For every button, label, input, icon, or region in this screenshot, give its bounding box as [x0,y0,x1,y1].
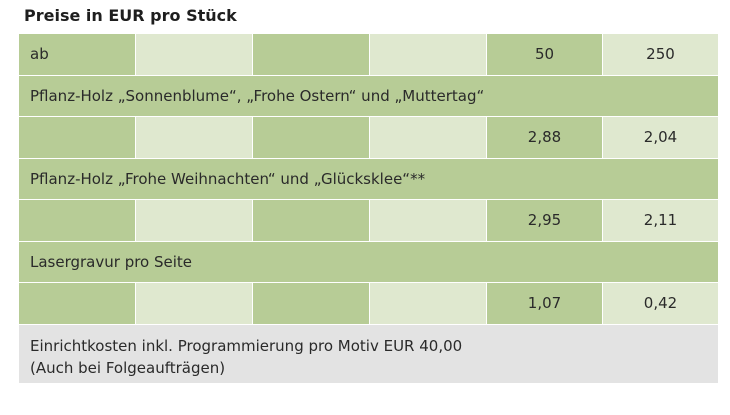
empty-cell [19,117,136,158]
quantity-250: 250 [603,34,718,75]
empty-cell [370,200,487,241]
setup-cost-line: Einrichtkosten inkl. Programmierung pro … [30,336,463,355]
empty-cell [136,200,253,241]
empty-cell [253,283,370,324]
empty-cell [136,34,253,75]
table-header-row: ab 50 250 [19,34,718,76]
section-label: Pflanz-Holz „Frohe Weihnachten“ und „Glü… [19,158,718,199]
section-label-row: Lasergravur pro Seite [19,241,718,283]
section-label: Lasergravur pro Seite [19,241,718,282]
price-50: 2,95 [487,200,603,241]
empty-cell [370,117,487,158]
header-label: ab [19,34,136,75]
empty-cell [253,117,370,158]
section-label: Pflanz-Holz „Sonnenblume“, „Frohe Ostern… [19,75,718,116]
follow-up-note: (Auch bei Folgeaufträgen) [30,358,226,377]
price-row: 1,07 0,42 [19,283,718,325]
empty-cell [19,200,136,241]
empty-cell [136,117,253,158]
setup-cost-note: Einrichtkosten inkl. Programmierung pro … [19,324,718,383]
section-label-row: Pflanz-Holz „Frohe Weihnachten“ und „Glü… [19,158,718,200]
section-label-row: Pflanz-Holz „Sonnenblume“, „Frohe Ostern… [19,75,718,117]
empty-cell [370,283,487,324]
price-50: 2,88 [487,117,603,158]
price-50: 1,07 [487,283,603,324]
empty-cell [253,34,370,75]
empty-cell [136,283,253,324]
empty-cell [253,200,370,241]
price-250: 2,11 [603,200,718,241]
price-250: 2,04 [603,117,718,158]
price-row: 2,88 2,04 [19,117,718,159]
price-250: 0,42 [603,283,718,324]
price-title: Preise in EUR pro Stück [24,6,237,25]
price-table: ab 50 250 Pflanz-Holz „Sonnenblume“, „Fr… [19,34,718,383]
price-row: 2,95 2,11 [19,200,718,242]
quantity-50: 50 [487,34,603,75]
empty-cell [370,34,487,75]
empty-cell [19,283,136,324]
